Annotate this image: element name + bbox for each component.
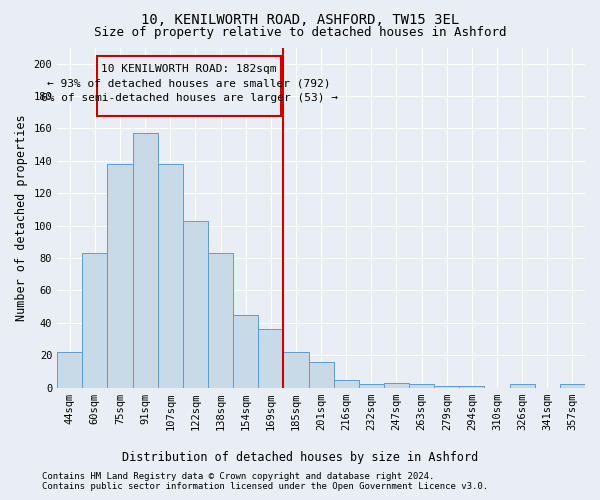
Text: 6% of semi-detached houses are larger (53) →: 6% of semi-detached houses are larger (5… — [41, 93, 338, 103]
Bar — [384, 383, 409, 388]
Bar — [233, 315, 258, 388]
Text: Contains HM Land Registry data © Crown copyright and database right 2024.: Contains HM Land Registry data © Crown c… — [42, 472, 434, 481]
Bar — [57, 352, 82, 388]
Text: 10 KENILWORTH ROAD: 182sqm: 10 KENILWORTH ROAD: 182sqm — [101, 64, 277, 74]
Bar — [308, 362, 334, 388]
Y-axis label: Number of detached properties: Number of detached properties — [15, 114, 28, 321]
Bar — [133, 134, 158, 388]
Text: Distribution of detached houses by size in Ashford: Distribution of detached houses by size … — [122, 451, 478, 464]
Bar — [409, 384, 434, 388]
Text: ← 93% of detached houses are smaller (792): ← 93% of detached houses are smaller (79… — [47, 78, 331, 88]
Bar — [434, 386, 460, 388]
Bar — [107, 164, 133, 388]
Bar — [560, 384, 585, 388]
Text: 10, KENILWORTH ROAD, ASHFORD, TW15 3EL: 10, KENILWORTH ROAD, ASHFORD, TW15 3EL — [141, 12, 459, 26]
Bar — [258, 330, 283, 388]
Bar — [183, 221, 208, 388]
Bar — [82, 253, 107, 388]
Bar — [208, 253, 233, 388]
Bar — [359, 384, 384, 388]
Text: Contains public sector information licensed under the Open Government Licence v3: Contains public sector information licen… — [42, 482, 488, 491]
Bar — [509, 384, 535, 388]
Bar — [460, 386, 484, 388]
Bar — [97, 56, 281, 116]
Bar — [334, 380, 359, 388]
Bar — [283, 352, 308, 388]
Text: Size of property relative to detached houses in Ashford: Size of property relative to detached ho… — [94, 26, 506, 39]
Bar — [158, 164, 183, 388]
